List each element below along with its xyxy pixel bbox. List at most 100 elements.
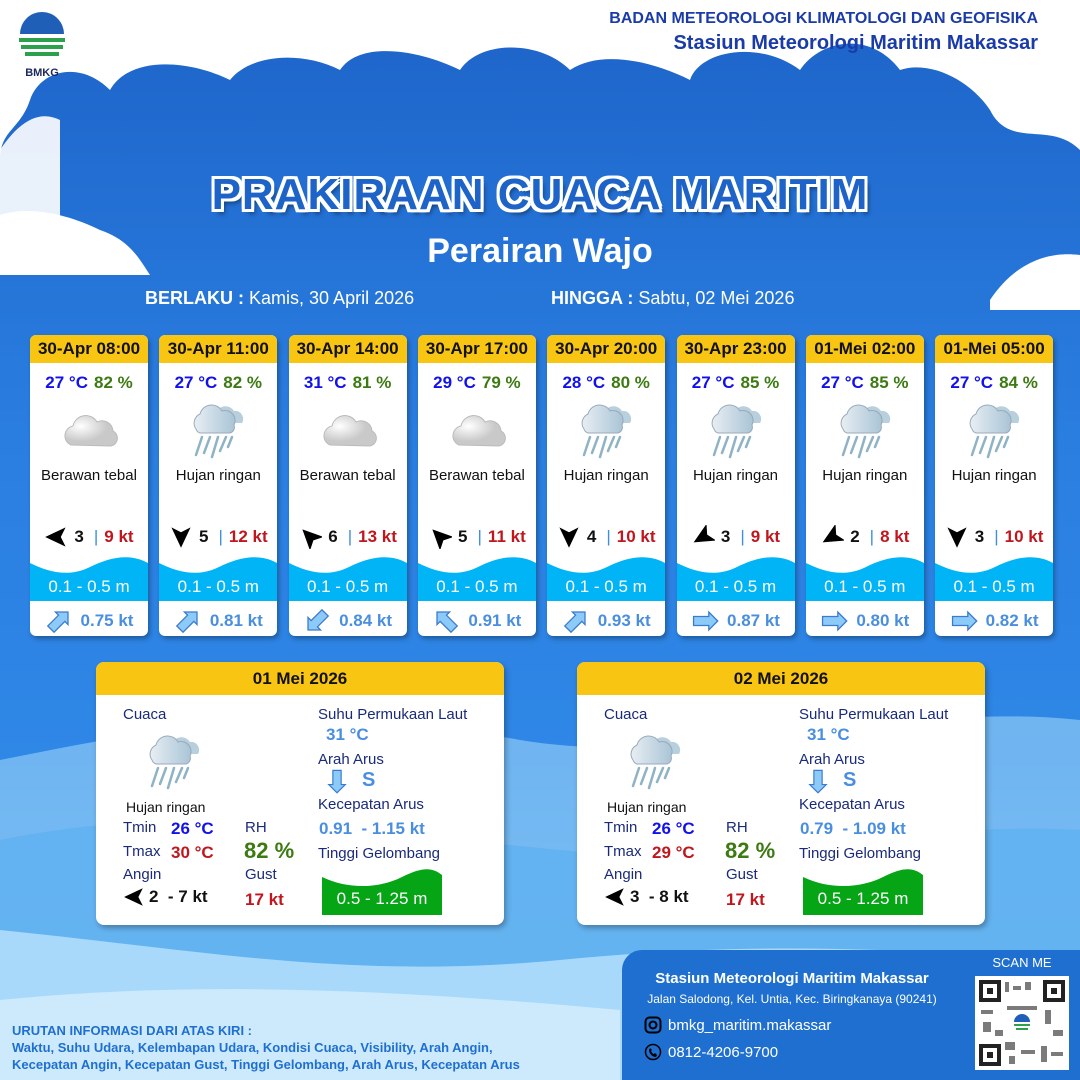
current-info: 0.93 kt <box>547 607 665 635</box>
weather-condition: Hujan ringan <box>175 467 261 484</box>
current-info: 0.87 kt <box>677 607 795 635</box>
rain-cloud-icon <box>711 404 761 459</box>
valid-to-label: HINGGA : <box>551 288 634 308</box>
sst-value: 31 °C <box>807 725 850 744</box>
current-speed: 0.75 kt <box>80 611 134 630</box>
forecast-time: 30-Apr 11:00 <box>159 335 278 363</box>
gust-speed: 10 kt <box>1004 527 1044 546</box>
whatsapp-icon <box>644 1043 662 1061</box>
divider: | <box>606 527 611 546</box>
wave-label: Tinggi Gelombang <box>799 845 922 862</box>
forecast-card: 01-Mei 02:00 27 °C 85 % Hujan ringan 2 | 8 … <box>805 335 924 636</box>
current-direction-value: S <box>843 769 857 791</box>
phone-link[interactable]: 0812-4206-9700 <box>644 1043 778 1061</box>
wind-speed: 3 <box>74 527 84 546</box>
humidity: 82 % <box>223 373 263 392</box>
gust-speed: 9 kt <box>750 527 781 546</box>
wind-direction-arrow-icon <box>171 527 191 548</box>
current-speed: 0.81 kt <box>209 611 263 630</box>
weather-label: Cuaca <box>123 706 167 723</box>
wave-height: 0.1 - 0.5 m <box>436 577 518 596</box>
current-direction-arrow-icon <box>951 610 978 632</box>
current-speed: 0.84 kt <box>339 611 393 630</box>
footer-station: Stasiun Meteorologi Maritim Makassar <box>655 970 929 987</box>
note-line: Waktu, Suhu Udara, Kelembapan Udara, Kon… <box>12 1040 493 1055</box>
rh-label: RH <box>726 819 748 836</box>
rain-cloud-icon <box>630 735 681 790</box>
current-direction-label: Arah Arus <box>799 751 865 768</box>
tmax-label: Tmax <box>604 843 642 860</box>
forecast-time: 01-Mei 05:00 <box>935 335 1054 363</box>
current-speed: 0.82 kt <box>985 611 1039 630</box>
instagram-link[interactable]: bmkg_maritim.makassar <box>644 1016 831 1034</box>
qr-code[interactable] <box>975 976 1069 1070</box>
wind-speed: 5 <box>198 527 209 546</box>
current-speed: 0.93 kt <box>597 611 651 630</box>
organization-header: BADAN METEOROLOGI KLIMATOLOGI DAN GEOFIS… <box>609 10 1038 55</box>
wind-direction-arrow-icon <box>302 529 323 549</box>
wave-graphic <box>805 557 924 601</box>
wind-info: 4 | 10 kt <box>547 525 665 549</box>
current-info: 0.75 kt <box>30 607 148 635</box>
wave-graphic <box>676 557 795 601</box>
wave-graphic <box>159 557 278 601</box>
wave-graphic <box>803 869 923 915</box>
sst-label: Suhu Permukaan Laut <box>799 706 949 723</box>
instagram-icon <box>644 1016 662 1034</box>
air-temperature: 27 °C <box>821 373 864 392</box>
air-temperature: 28 °C <box>562 373 606 392</box>
current-direction-arrow-icon <box>808 769 828 794</box>
forecast-card: 30-Apr 11:00 27 °C 82 % Hujan ringan 5 | 12… <box>159 335 278 636</box>
wave-graphic <box>30 557 148 601</box>
footer-address: Jalan Salodong, Kel. Untia, Kec. Biringk… <box>647 992 937 1006</box>
current-info: 0.82 kt <box>935 607 1053 635</box>
wind-speed: 5 <box>458 527 468 546</box>
area-name: Perairan Wajo <box>427 232 653 270</box>
valid-from-value: Kamis, 30 April 2026 <box>249 288 415 308</box>
wave-height: 0.1 - 0.5 m <box>177 577 259 596</box>
forecast-card: 30-Apr 20:00 28 °C 80 % Hujan ringan 4 | 10… <box>547 335 666 636</box>
wave-graphic <box>935 557 1054 601</box>
divider: | <box>347 527 353 546</box>
gust-label: Gust <box>726 866 758 883</box>
rain-cloud-icon <box>969 404 1020 459</box>
rain-cloud-icon <box>581 404 632 459</box>
rh-value: 82 % <box>244 838 295 863</box>
current-speed-value: 0.91 - 1.15 kt <box>319 819 425 838</box>
wind-range: 3 - 8 kt <box>630 887 689 906</box>
rain-cloud-icon <box>149 735 200 790</box>
gust-speed: 8 kt <box>880 527 910 546</box>
current-speed: 0.91 kt <box>468 611 522 630</box>
logo-text: BMKG <box>25 67 59 79</box>
forecast-card: 01-Mei 05:00 27 °C 84 % Hujan ringan 3 | 10… <box>935 335 1054 636</box>
current-speed: 0.80 kt <box>856 611 910 630</box>
cloud-icon <box>323 415 377 447</box>
forecast-time: 30-Apr 20:00 <box>547 335 666 363</box>
air-temperature: 27 °C <box>174 373 218 392</box>
wind-info: 3 | 9 kt <box>677 525 795 549</box>
wind-direction-arrow-icon <box>822 525 845 543</box>
current-speed: 0.87 kt <box>727 611 780 630</box>
wave-graphic <box>288 557 407 601</box>
note-line: Kecepatan Angin, Kecepatan Gust, Tinggi … <box>12 1057 520 1072</box>
tmin-label: Tmin <box>123 819 157 836</box>
wind-info: 3 | 9 kt <box>30 525 148 549</box>
tmin-value: 26 °C <box>652 819 695 838</box>
wind-direction-arrow-icon <box>559 527 579 548</box>
weather-condition: Berawan tebal <box>41 467 137 484</box>
wind-label: Angin <box>123 866 162 883</box>
air-temperature: 29 °C <box>433 373 476 392</box>
weather-condition: Hujan ringan <box>126 799 206 815</box>
phone-number: 0812-4206-9700 <box>668 1043 779 1061</box>
current-info: 0.80 kt <box>806 607 924 635</box>
valid-to-value: Sabtu, 02 Mei 2026 <box>638 288 795 308</box>
current-info: 0.81 kt <box>159 607 277 635</box>
tmax-label: Tmax <box>123 843 161 860</box>
forecast-card: 30-Apr 17:00 29 °C 79 % Berawan tebal 5 | 1… <box>417 335 536 636</box>
daily-date: 01 Mei 2026 <box>96 662 504 695</box>
bmkg-logo: BMKG <box>14 12 70 79</box>
humidity: 85 % <box>869 373 909 392</box>
divider: | <box>869 527 875 546</box>
tmin-value: 26 °C <box>171 819 214 838</box>
humidity: 80 % <box>611 373 650 392</box>
